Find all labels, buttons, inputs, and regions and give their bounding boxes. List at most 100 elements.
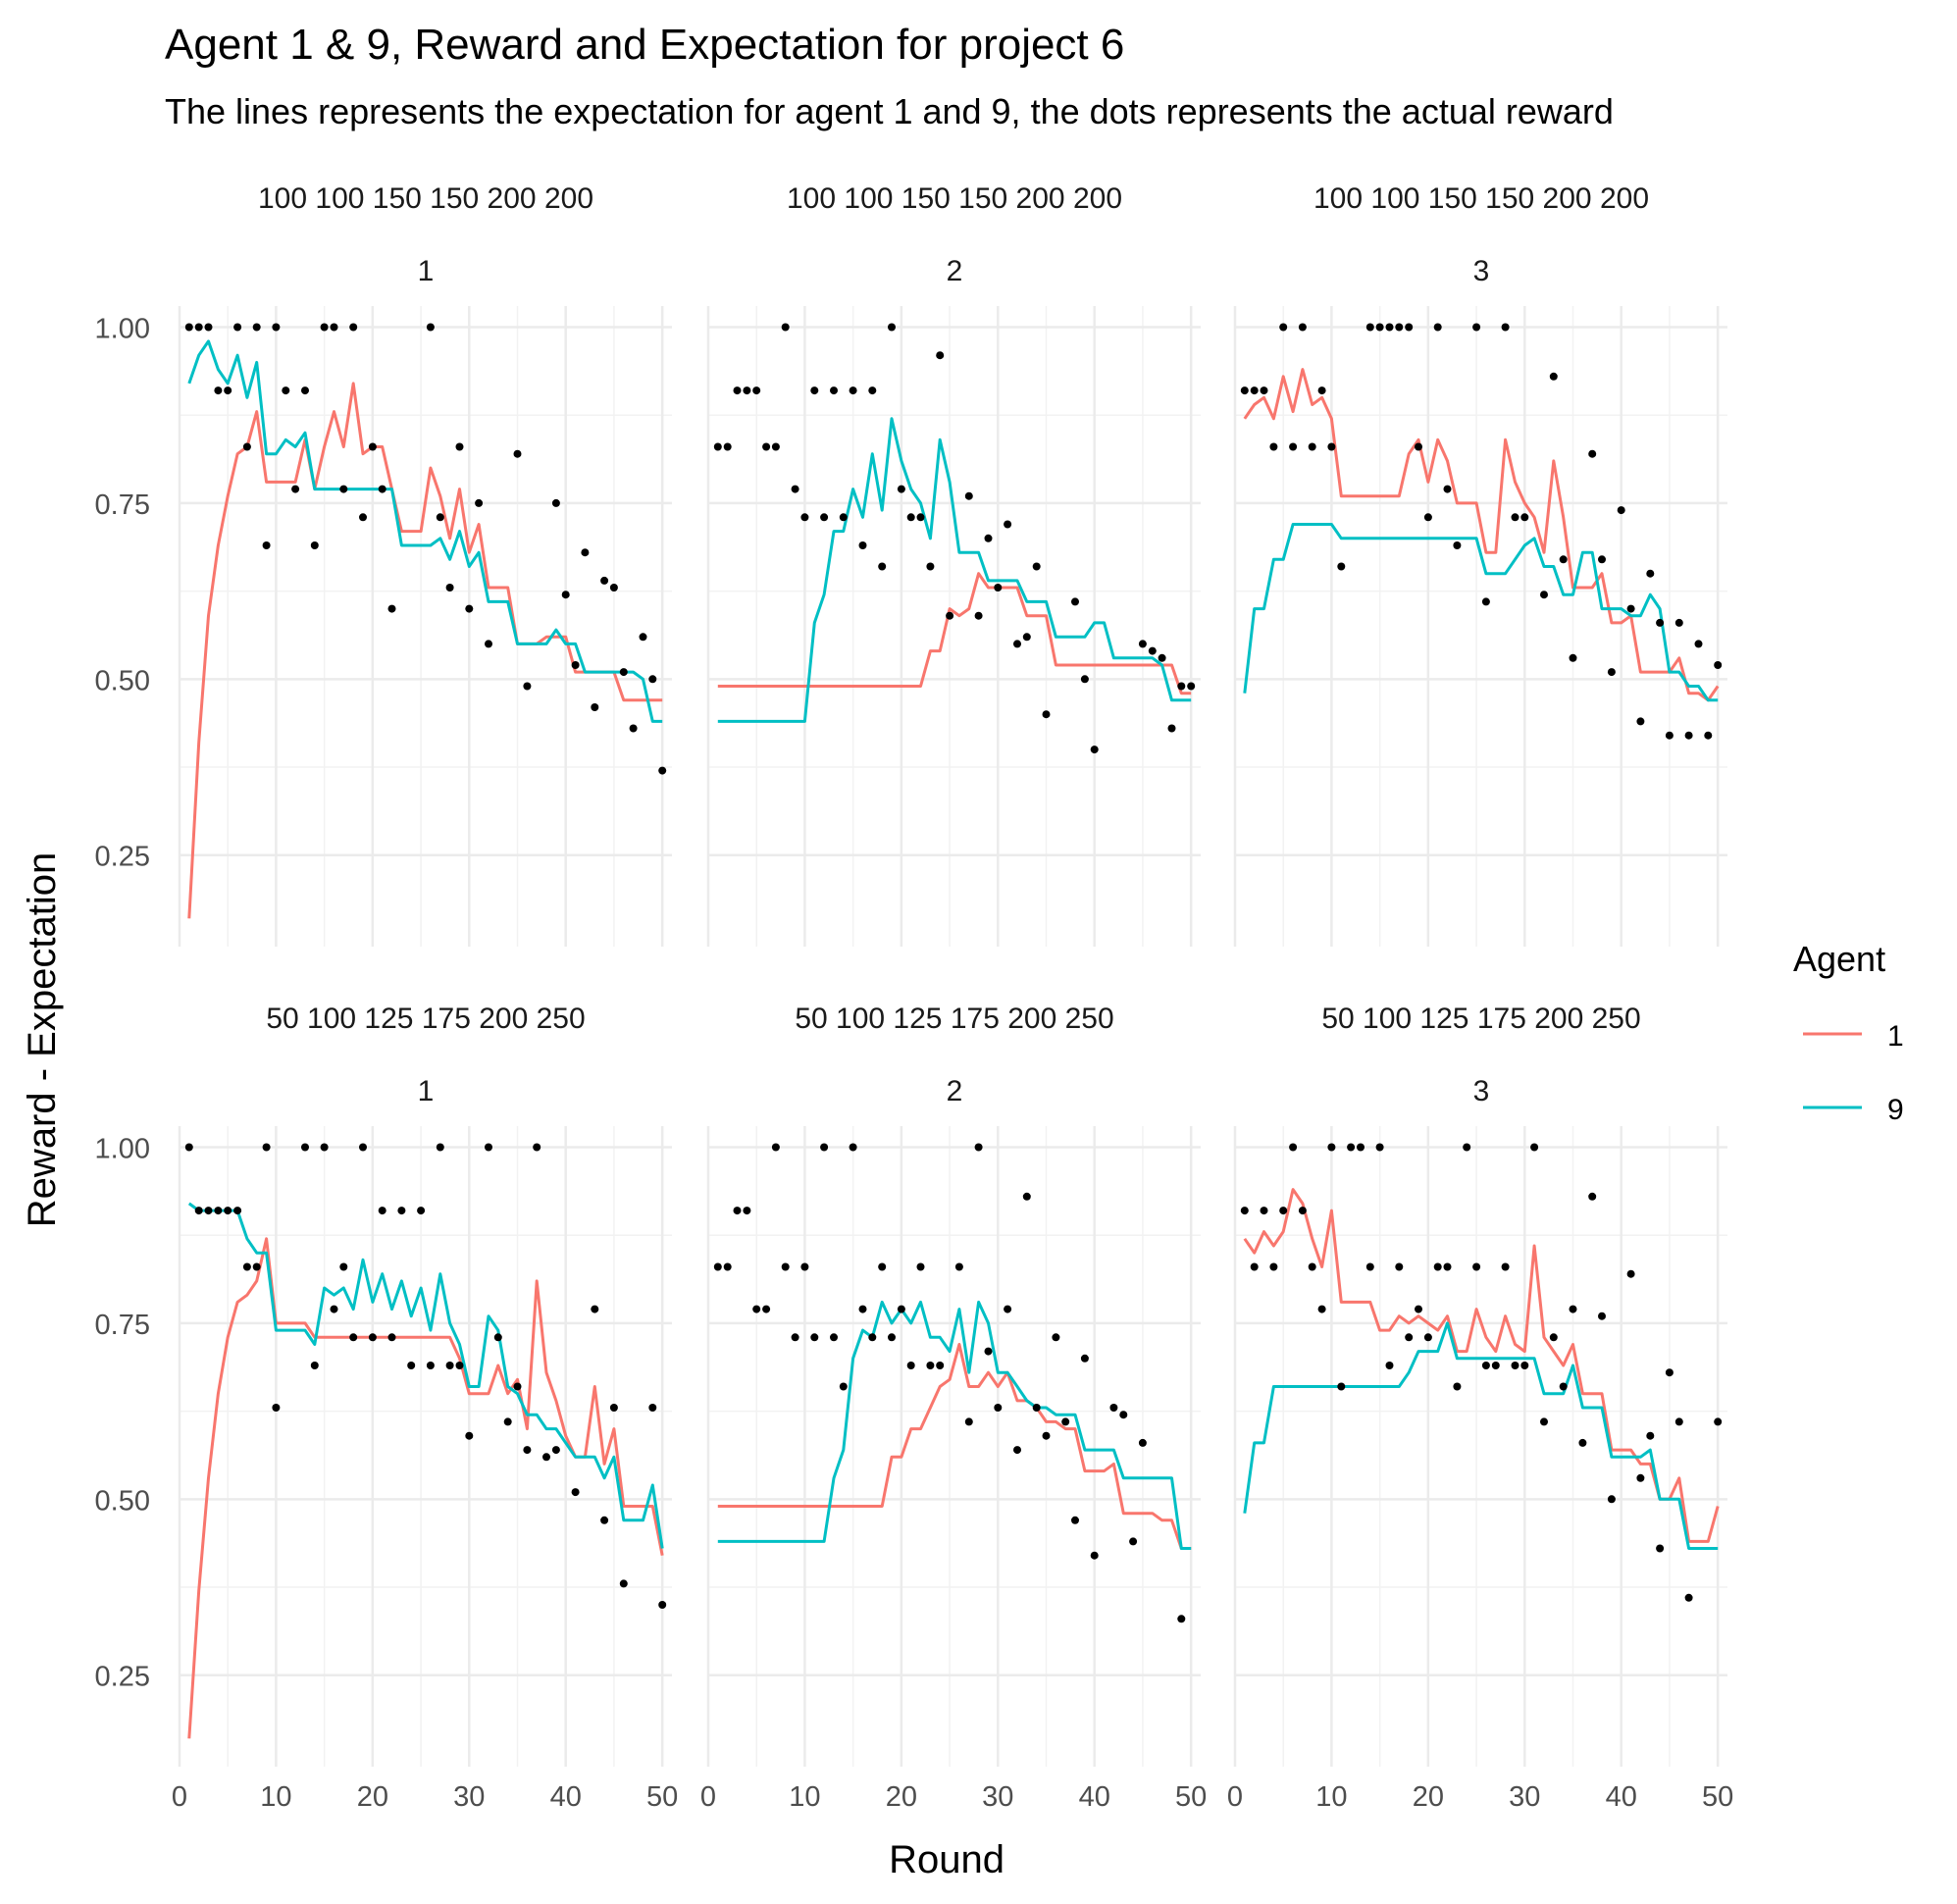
reward-point [926,1362,935,1369]
reward-point [1308,442,1316,451]
reward-point [1453,541,1462,549]
reward-point [839,513,848,522]
y-tick-label: 0.25 [95,842,150,873]
reward-point [906,513,915,522]
reward-point [791,1333,799,1342]
facet-strip-row: 50 100 125 175 200 250 [795,1003,1113,1035]
reward-point [1520,513,1529,522]
reward-point [542,1453,550,1462]
x-tick-label: 20 [357,1781,388,1813]
reward-point [1385,323,1394,332]
reward-point [339,1262,348,1271]
reward-point [513,1382,522,1391]
reward-point [436,513,444,522]
expectation-line-agent-9 [1243,1321,1719,1550]
reward-point [1032,1404,1041,1412]
reward-point [1674,1417,1683,1426]
reward-point [387,1333,396,1342]
x-tick-label: 40 [1606,1781,1637,1813]
reward-point [1090,746,1099,754]
reward-point [349,323,358,332]
reward-point [1656,1544,1665,1553]
reward-point [591,703,599,711]
reward-point [533,1143,541,1152]
reward-point [1704,731,1713,740]
reward-point [1684,731,1693,740]
reward-point [849,386,857,395]
x-tick-label: 0 [1227,1781,1243,1813]
reward-point [1549,1333,1558,1342]
reward-point [839,1382,848,1391]
reward-point [858,541,867,549]
x-tick-label: 50 [1702,1781,1733,1813]
reward-point [1365,323,1374,332]
reward-point [1177,682,1186,691]
reward-point [964,491,973,500]
reward-point [771,1143,780,1152]
reward-point [436,1143,444,1152]
legend-label-1: 1 [1887,1020,1904,1053]
reward-point [1365,1262,1374,1271]
reward-point [1385,1362,1394,1369]
reward-point [1279,323,1288,332]
reward-point [1269,1262,1278,1271]
reward-point [1004,1305,1012,1313]
reward-point [1138,1438,1147,1447]
reward-point [233,323,242,332]
reward-point [1177,1615,1186,1623]
expectation-line-agent-1 [1243,368,1720,702]
reward-point [1540,1417,1548,1426]
reward-point [1511,1362,1519,1369]
reward-point [1415,442,1422,451]
reward-point [475,498,484,507]
reward-point [733,1207,742,1215]
reward-point [1129,1537,1138,1546]
reward-point [1569,1305,1577,1313]
reward-point [339,485,348,493]
reward-point [926,562,935,571]
reward-point [1598,1312,1606,1320]
reward-point [1433,323,1442,332]
reward-point [1004,520,1012,529]
reward-point [984,1347,993,1356]
panels: 100 100 150 150 200 200 1 0.25 0.50 0.75 1.00… [95,182,1734,1813]
reward-point [571,661,580,669]
reward-point [1588,1192,1597,1201]
reward-point [1617,506,1625,515]
reward-point [1395,323,1404,332]
reward-point [936,1362,945,1369]
reward-point [888,1333,896,1342]
reward-point [1714,1417,1723,1426]
reward-point [387,604,396,613]
reward-point [523,1446,532,1455]
reward-point [378,1207,386,1215]
reward-point [1491,1362,1500,1369]
x-tick-label: 20 [1413,1781,1444,1813]
reward-point [743,386,751,395]
reward-point [455,1362,464,1369]
reward-point [1109,1404,1118,1412]
reward-point [1530,1143,1539,1152]
reward-point [310,1362,319,1369]
reward-point [426,1362,435,1369]
reward-point [791,485,799,493]
reward-point [1032,562,1041,571]
reward-point [974,1143,983,1152]
facet-panel: 50 100 125 175 200 250 1 0.25 0.50 0.75 1.00 0… [95,1003,679,1813]
reward-point [1481,597,1490,606]
reward-point [1337,562,1346,571]
expectation-line-agent-9 [187,339,663,723]
reward-point [1158,653,1166,662]
facet-strip-row: 50 100 125 175 200 250 [1321,1003,1640,1035]
legend-title: Agent [1793,939,1885,979]
reward-point [272,1404,281,1412]
reward-point [994,1404,1003,1412]
reward-point [349,1333,358,1342]
facet-panel: 100 100 150 150 200 200 1 0.25 0.50 0.75 1.00 [95,182,672,947]
reward-point [320,1143,329,1152]
reward-point [591,1305,599,1313]
reward-point [204,323,213,332]
reward-point [204,1207,213,1215]
reward-point [330,323,338,332]
